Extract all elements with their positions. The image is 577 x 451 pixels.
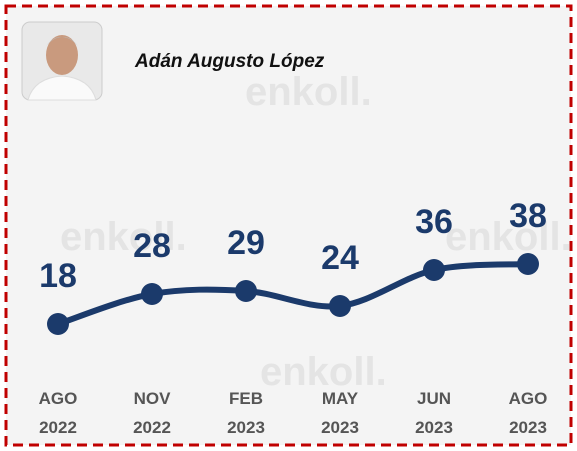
x-tick-label: JUN 2023	[399, 384, 469, 442]
x-tick-label: NOV 2022	[117, 384, 187, 442]
data-label: 24	[321, 239, 359, 277]
watermark: enkoll.	[245, 70, 372, 114]
photo	[22, 22, 102, 100]
x-tick-label: AGO 2023	[493, 384, 563, 442]
point	[423, 259, 445, 281]
point	[517, 253, 539, 275]
chart: enkoll. enkoll. enkoll. enkoll. Adán Aug…	[0, 0, 577, 451]
point	[141, 283, 163, 305]
x-tick-label: MAY 2023	[305, 384, 375, 442]
data-label: 18	[39, 257, 77, 295]
data-label: 29	[227, 224, 265, 262]
data-label: 36	[415, 203, 453, 241]
data-label: 28	[133, 227, 171, 265]
data-label: 38	[509, 197, 547, 235]
x-tick-label: AGO 2022	[23, 384, 93, 442]
x-tick-label: FEB 2023	[211, 384, 281, 442]
chart-title: Adán Augusto López	[134, 51, 325, 72]
point	[329, 295, 351, 317]
point	[47, 313, 69, 335]
point	[235, 280, 257, 302]
